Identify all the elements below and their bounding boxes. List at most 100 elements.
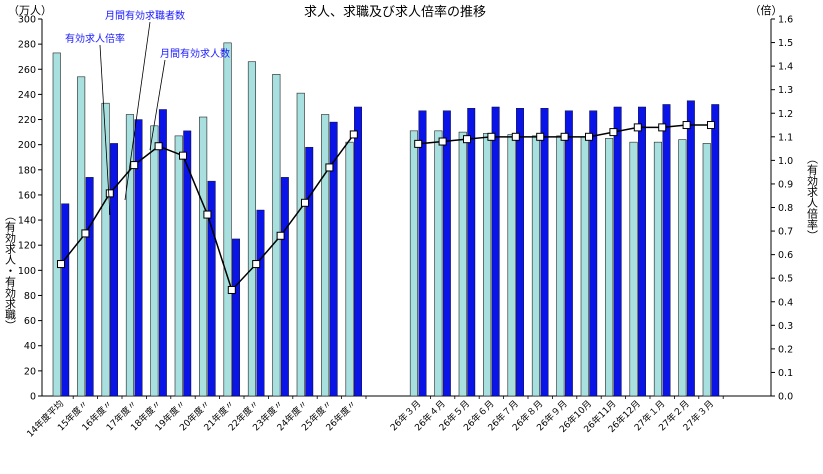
bar-seekers [678, 139, 687, 397]
bar-openings [516, 108, 524, 397]
left-tick-label: 280 [18, 40, 36, 51]
bar-openings [232, 238, 241, 397]
left-tick-label: 60 [24, 316, 36, 327]
right-tick-label: 1.2 [778, 109, 793, 120]
right-tick-label: 0.7 [778, 227, 793, 238]
bar-seekers [434, 130, 443, 397]
right-tick-label: 0.1 [778, 368, 793, 379]
left-tick-label: 180 [18, 165, 36, 176]
bar-seekers [702, 143, 711, 397]
right-tick-label: 0.9 [778, 179, 793, 190]
annotation-openings: 月間有効求人数 [160, 47, 230, 60]
bar-seekers [458, 131, 467, 397]
bar-seekers [52, 52, 61, 397]
ratio-point [536, 132, 545, 141]
ratio-point [130, 161, 139, 170]
bar-seekers [174, 135, 183, 397]
ratio-point [81, 229, 90, 238]
ratio-point [414, 139, 423, 148]
bar-seekers [507, 134, 516, 397]
bar-seekers [296, 92, 305, 397]
right-tick-label: 1.6 [778, 15, 793, 26]
bar-openings [256, 209, 265, 397]
ratio-point [658, 123, 667, 132]
bar-seekers [321, 114, 330, 397]
bar-openings [134, 119, 143, 397]
right-axis: 0.0 0.1 0.2 0.3 0.4 0.5 0.6 0.7 0.8 0.9 1.0 1.1 1.2 1… [770, 15, 793, 403]
right-tick-label: 0.8 [778, 203, 793, 214]
bar-openings [564, 110, 573, 397]
bar-seekers [653, 141, 663, 397]
ratio-point [154, 142, 163, 151]
bar-openings [354, 106, 362, 397]
ratio-point [57, 260, 65, 269]
bar-openings [61, 203, 70, 397]
bar-openings [280, 177, 289, 397]
ratio-point [682, 121, 691, 130]
y-axis-label-right: （有効求人倍率） [806, 153, 819, 241]
bar-seekers [150, 125, 159, 397]
bar-seekers [629, 141, 638, 397]
left-tick-label: 120 [18, 241, 36, 252]
right-tick-label: 0.4 [778, 297, 793, 308]
bar-seekers [345, 141, 354, 397]
right-tick-label: 0.3 [778, 321, 793, 332]
bar-openings [85, 177, 94, 397]
left-tick-label: 240 [18, 90, 36, 101]
ratio-point [487, 132, 496, 141]
bar-seekers [223, 42, 232, 397]
bar-seekers [483, 133, 492, 397]
bar-seekers [199, 116, 208, 397]
bar-seekers [125, 114, 134, 397]
bar-openings [638, 106, 646, 397]
right-tick-label: 1.0 [778, 156, 793, 167]
ratio-point [325, 163, 334, 172]
annotation-ratio: 有効求人倍率 [65, 32, 125, 45]
bar-openings [110, 143, 119, 397]
bar-openings [540, 108, 549, 397]
leader-line-ratio [99, 44, 111, 216]
ratio-point [633, 123, 642, 132]
y-axis-label-left: （有効求人・有効求職） [4, 210, 17, 331]
ratio-point [463, 135, 471, 144]
bar-openings [329, 121, 338, 397]
bar-seekers [556, 135, 565, 397]
ratio-point [707, 121, 715, 130]
bar-openings [442, 110, 451, 397]
left-tick-label: 260 [18, 65, 36, 76]
leader-line-openings [149, 59, 166, 151]
bar-openings [491, 106, 500, 397]
left-tick-label: 220 [18, 115, 36, 126]
bar-seekers [101, 102, 110, 397]
bar-openings [467, 108, 476, 397]
left-tick-label: 0 [30, 392, 36, 403]
left-tick-label: 40 [24, 341, 36, 352]
right-tick-label: 1.4 [778, 62, 793, 73]
bar-openings [662, 104, 671, 397]
bar-seekers [409, 130, 419, 397]
ratio-point [438, 137, 447, 146]
chart-title: 求人、求職及び求人倍率の推移 [304, 4, 486, 20]
left-tick-label: 80 [24, 291, 36, 302]
bar-seekers [247, 61, 256, 397]
left-tick-label: 160 [18, 190, 36, 201]
bar-openings [183, 130, 192, 397]
bar-openings [305, 146, 314, 397]
ratio-point [203, 210, 212, 219]
bar-seekers [605, 138, 614, 397]
bar-openings [418, 110, 427, 397]
right-unit-label: （倍） [750, 3, 783, 17]
right-tick-label: 0.0 [778, 392, 793, 403]
bars [52, 42, 724, 399]
ratio-point [511, 132, 520, 141]
right-axis-title: （有効求人倍率） [806, 153, 819, 241]
bar-openings [589, 110, 598, 397]
left-tick-label: 300 [18, 15, 36, 26]
ratio-point [276, 231, 285, 240]
bar-openings [158, 109, 167, 397]
left-tick-label: 200 [18, 140, 36, 151]
bar-openings [207, 180, 216, 397]
ratio-line [57, 121, 715, 294]
leader-line-seekers [124, 21, 151, 201]
